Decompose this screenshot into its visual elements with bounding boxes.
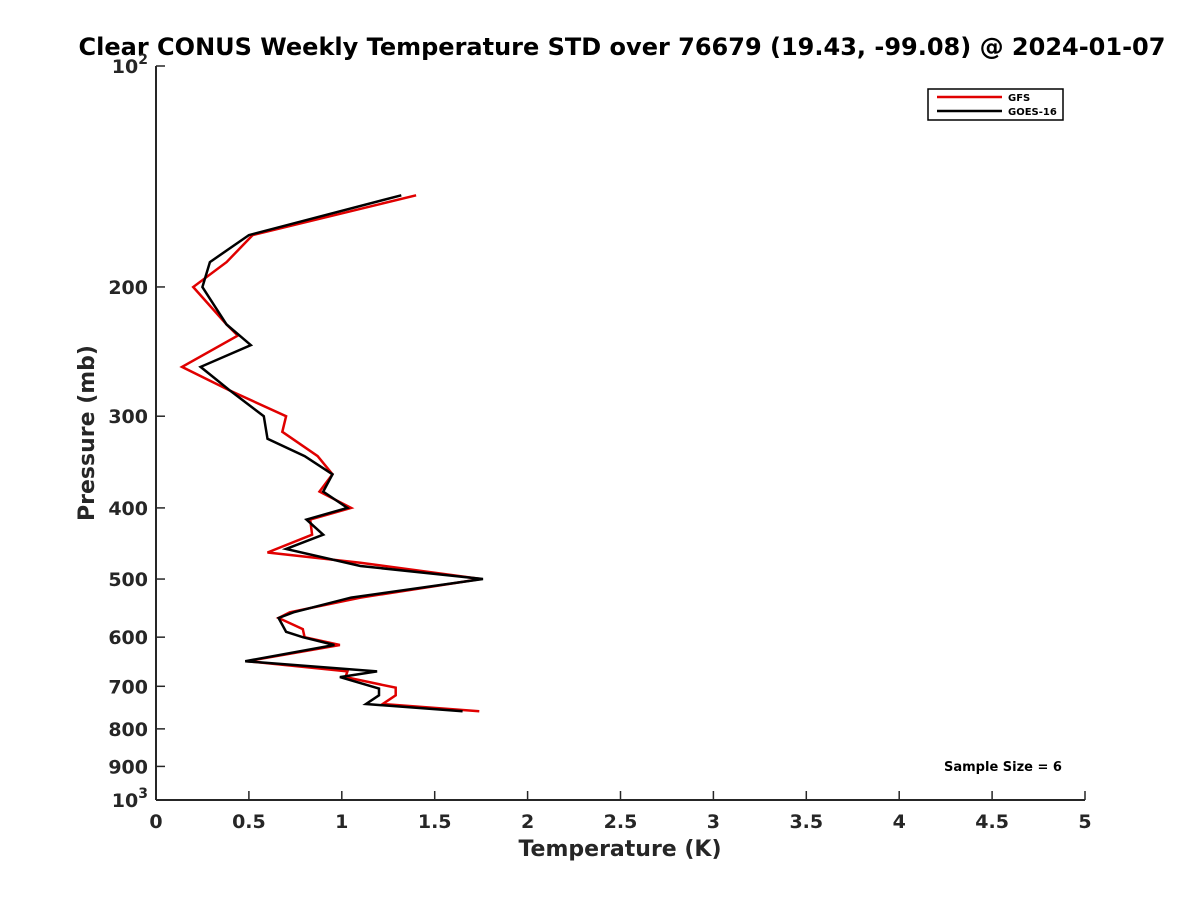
y-tick-label: 500 xyxy=(108,569,148,591)
legend: GFS GOES-16 xyxy=(927,88,1064,121)
y-tick-label: 300 xyxy=(108,406,148,428)
x-tick-label: 1 xyxy=(335,811,348,833)
plot-area xyxy=(155,66,1085,801)
x-tick-label: 4 xyxy=(893,811,906,833)
x-tick-label: 2 xyxy=(521,811,534,833)
y-tick-label: 800 xyxy=(108,719,148,741)
legend-label-gfs: GFS xyxy=(1008,93,1030,104)
y-tick-label: 200 xyxy=(108,277,148,299)
series-line-goes-16 xyxy=(198,194,484,713)
x-tick-label: 0 xyxy=(149,811,162,833)
y-tick-label: 102 xyxy=(112,52,148,78)
x-tick-label: 3.5 xyxy=(789,811,823,833)
x-tick-label: 4.5 xyxy=(975,811,1009,833)
sample-size-annotation: Sample Size = 6 xyxy=(944,760,1062,775)
legend-label-goes-16: GOES-16 xyxy=(1008,107,1057,118)
series-line-gfs xyxy=(179,194,482,713)
series-lines xyxy=(179,194,484,713)
x-ticks: 0 0.5 1 1.5 2 2.5 3 3.5 4 4.5 5 xyxy=(149,791,1092,833)
x-tick-label: 3 xyxy=(707,811,720,833)
y-tick-label: 400 xyxy=(108,498,148,520)
y-tick-label: 700 xyxy=(108,676,148,698)
y-tick-label: 600 xyxy=(108,627,148,649)
y-tick-label: 103 xyxy=(112,786,148,812)
x-tick-label: 2.5 xyxy=(604,811,638,833)
x-tick-label: 1.5 xyxy=(418,811,452,833)
chart-title: Clear CONUS Weekly Temperature STD over … xyxy=(79,33,1166,61)
legend-box xyxy=(927,88,1064,121)
y-tick-label: 900 xyxy=(108,756,148,778)
y-axis-label: Pressure (mb) xyxy=(75,345,100,521)
y-ticks: 102 200 300 400 500 600 700 800 900 103 xyxy=(108,52,165,812)
x-tick-label: 0.5 xyxy=(232,811,266,833)
x-axis-label: Temperature (K) xyxy=(518,837,721,862)
x-tick-label: 5 xyxy=(1078,811,1091,833)
